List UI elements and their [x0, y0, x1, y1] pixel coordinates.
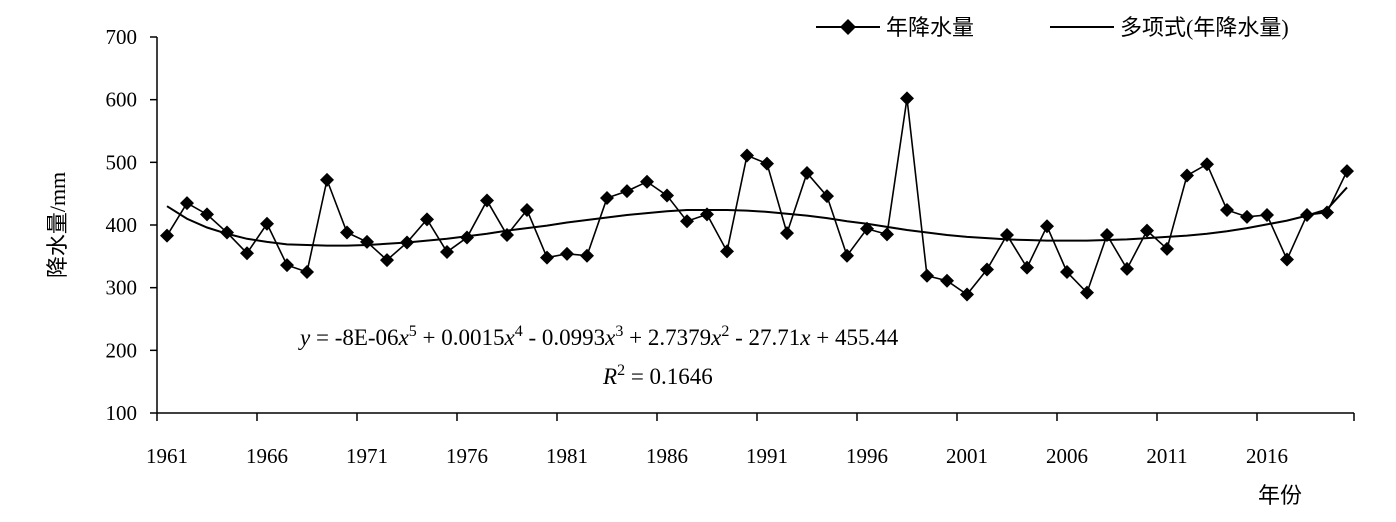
y-ticks: 100 200 300 400 500 600 700 [106, 25, 157, 425]
data-point-1963 [200, 207, 214, 222]
data-point-2009 [1120, 261, 1134, 276]
data-point-1992 [780, 226, 794, 241]
data-point-1972 [380, 253, 394, 268]
rainfall-line [166, 98, 1348, 296]
data-point-1996 [860, 221, 874, 236]
data-point-1987 [680, 214, 694, 229]
data-point-2014 [1220, 202, 1234, 217]
data-point-1984 [620, 184, 634, 199]
y-tick-label: 600 [106, 88, 138, 112]
data-point-1995 [840, 248, 854, 263]
x-tick-label: 2011 [1146, 444, 1187, 468]
data-point-2018 [1300, 207, 1314, 222]
data-point-1961 [160, 228, 174, 243]
x-tick-label: 1981 [546, 444, 588, 468]
data-point-1986 [660, 188, 674, 203]
data-point-1988 [700, 207, 714, 222]
data-point-1967 [280, 258, 294, 273]
data-point-2001 [960, 287, 974, 302]
data-point-1966 [260, 216, 274, 231]
rainfall-series [160, 91, 1354, 302]
data-point-1994 [820, 189, 834, 204]
data-point-2016 [1260, 207, 1274, 222]
y-tick-label: 200 [106, 338, 138, 362]
data-point-1962 [180, 196, 194, 211]
data-point-1980 [540, 250, 554, 265]
x-tick-label: 1966 [246, 444, 288, 468]
data-point-1969 [320, 172, 334, 187]
data-point-1983 [600, 191, 614, 206]
data-point-2010 [1140, 223, 1154, 238]
x-tick-label: 1991 [746, 444, 788, 468]
data-point-2008 [1100, 228, 1114, 243]
data-point-2020 [1340, 164, 1354, 179]
data-point-1973 [400, 235, 414, 250]
legend-label-trend: 多项式(年降水量) [1120, 15, 1289, 40]
x-tick-label: 2006 [1046, 444, 1088, 468]
data-point-1970 [340, 225, 354, 240]
legend: 年降水量 多项式(年降水量) [816, 15, 1289, 40]
data-point-1964 [220, 225, 234, 240]
legend-label-rainfall: 年降水量 [886, 15, 974, 40]
x-tick-label: 1971 [346, 444, 388, 468]
data-point-1978 [500, 228, 514, 243]
y-tick-label: 400 [106, 213, 138, 237]
data-point-1974 [420, 212, 434, 227]
data-point-1990 [740, 148, 754, 163]
data-point-2006 [1060, 265, 1074, 279]
y-tick-label: 300 [106, 276, 138, 300]
data-point-1998 [900, 91, 914, 106]
data-point-2017 [1280, 252, 1294, 267]
x-tick-label: 1961 [146, 444, 188, 468]
data-point-1977 [480, 193, 494, 208]
data-point-1968 [300, 265, 314, 279]
x-tick-label: 1976 [446, 444, 488, 468]
data-point-2000 [940, 273, 954, 288]
data-point-1993 [800, 165, 814, 180]
data-point-2007 [1080, 285, 1094, 300]
data-point-1981 [560, 246, 574, 261]
data-point-1997 [880, 227, 894, 242]
trend-equation: y = -8E-06x5 + 0.0015x4 - 0.0993x3 + 2.7… [298, 323, 899, 350]
data-point-1999 [920, 268, 934, 283]
x-tick-label: 1996 [846, 444, 888, 468]
r-squared: R2 = 0.1646 [602, 362, 713, 389]
y-tick-label: 100 [106, 401, 138, 425]
x-tick-label: 2001 [946, 444, 988, 468]
y-tick-label: 700 [106, 25, 138, 49]
data-point-1971 [360, 234, 374, 249]
data-point-2002 [980, 262, 994, 277]
y-tick-label: 500 [106, 150, 138, 174]
data-point-2003 [1000, 228, 1014, 243]
x-axis-title: 年份 [1258, 483, 1302, 508]
x-tick-label: 1986 [646, 444, 688, 468]
data-point-1991 [760, 156, 774, 171]
data-point-2013 [1200, 157, 1214, 172]
data-point-2004 [1020, 260, 1034, 275]
x-ticks: 1961 1966 1971 1976 1981 1986 1991 1996 2001 2006… [146, 413, 1355, 468]
data-point-1989 [720, 244, 734, 259]
x-tick-label: 2016 [1246, 444, 1288, 468]
data-point-1985 [640, 174, 654, 189]
data-point-1975 [440, 244, 454, 259]
data-point-2015 [1240, 209, 1254, 224]
data-point-1979 [520, 202, 534, 217]
data-point-1965 [240, 246, 254, 261]
data-point-2012 [1180, 168, 1194, 183]
data-point-1982 [580, 248, 594, 263]
data-point-2011 [1160, 241, 1174, 256]
data-point-1976 [460, 230, 474, 245]
data-point-2019 [1320, 205, 1334, 220]
y-axis-title: 降水量/mm [45, 172, 70, 278]
data-point-2005 [1040, 219, 1054, 234]
legend-diamond-marker [840, 19, 856, 35]
